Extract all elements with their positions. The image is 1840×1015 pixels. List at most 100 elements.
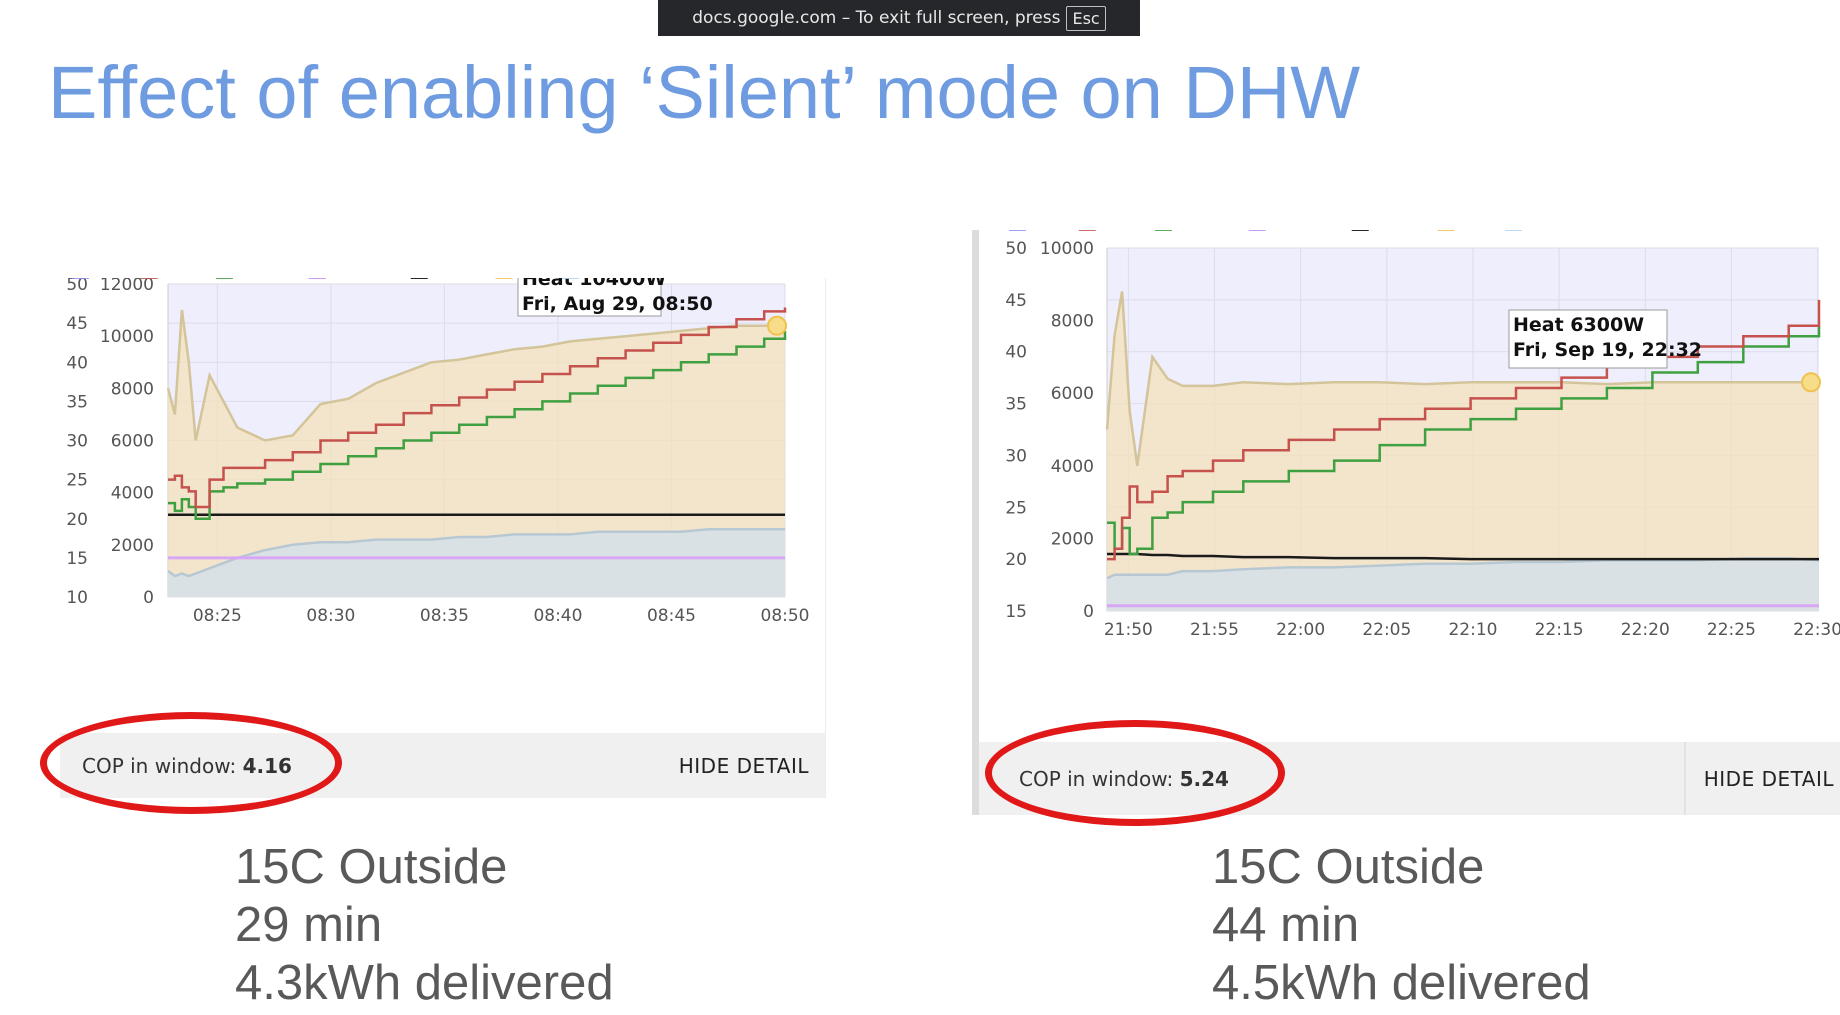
legend-item: OutsideT — [1269, 230, 1346, 235]
legend-swatch — [215, 278, 233, 279]
time-tick-label: 21:50 — [1104, 620, 1153, 640]
power-tick-label: 4000 — [111, 484, 154, 504]
chart-legend: DHW FlowT ReturnT OutsideT RoomT Heat Electric — [1009, 230, 1588, 235]
time-tick-label: 22:05 — [1362, 620, 1411, 640]
cop-readout: COP in window: 4.16 — [82, 754, 292, 778]
temp-tick-label: 15 — [1005, 602, 1027, 622]
time-tick-label: 08:45 — [647, 606, 696, 626]
tooltip: Heat 6300W Fri, Sep 19, 22:32 — [1508, 309, 1702, 369]
power-tick-label: 0 — [143, 588, 154, 608]
summary-outside-temp: 15C Outside — [235, 840, 508, 894]
temp-tick-label: 40 — [66, 353, 88, 373]
legend-swatch — [1009, 230, 1026, 231]
esc-key: Esc — [1066, 5, 1106, 31]
time-tick-label: 08:25 — [193, 606, 242, 626]
legend-item: ReturnT — [1175, 230, 1242, 235]
cop-value: 4.16 — [242, 753, 292, 778]
summary-left: 15C Outside 29 min 4.3kWh delivered — [235, 838, 614, 1012]
temp-tick-label: 50 — [1005, 239, 1027, 259]
tooltip-heat: Heat 10400W — [522, 278, 666, 290]
summary-right: 15C Outside 44 min 4.5kWh delivered — [1212, 838, 1591, 1012]
temp-tick-label: 20 — [1005, 550, 1027, 570]
legend-swatch — [1248, 230, 1266, 231]
temp-tick-label: 45 — [66, 314, 88, 334]
returnt-line — [168, 330, 787, 521]
power-tick-label: 8000 — [111, 379, 154, 399]
fullscreen-notice-text: docs.google.com – To exit full screen, p… — [692, 8, 1061, 28]
time-tick-label: 08:30 — [306, 606, 355, 626]
temp-tick-label: 20 — [66, 510, 88, 530]
tooltip-time: Fri, Sep 19, 22:32 — [1513, 339, 1702, 361]
power-tick-label: 6000 — [1051, 384, 1094, 404]
time-tick-label: 22:30 — [1793, 620, 1840, 640]
hide-detail-button[interactable]: HIDE DETAIL — [678, 753, 809, 778]
power-tick-label: 8000 — [1051, 312, 1094, 332]
time-tick-label: 08:35 — [420, 606, 469, 626]
temp-tick-label: 50 — [66, 278, 88, 295]
power-tick-label: 0 — [1083, 602, 1094, 622]
legend-swatch — [1437, 230, 1455, 231]
legend-item: RoomT — [431, 278, 490, 283]
temp-tick-label: 30 — [66, 432, 88, 452]
legend-item: OutsideT — [329, 278, 406, 283]
temp-tick-label: 45 — [1005, 291, 1027, 311]
time-tick-label: 08:40 — [533, 606, 582, 626]
temp-tick-label: 35 — [1005, 395, 1027, 415]
chart-panel-right: 50 45 40 35 30 25 20 15 10000 8000 6000 4000 2000 0 21… — [972, 230, 1840, 815]
electric-line — [167, 527, 785, 578]
summary-duration: 44 min — [1212, 898, 1360, 952]
legend-item: Heat — [516, 278, 557, 283]
time-tick-label: 22:25 — [1707, 620, 1756, 640]
power-tick-label: 4000 — [1051, 457, 1094, 477]
tooltip-heat: Heat 6300W — [1513, 314, 1644, 336]
chart-right: 50 45 40 35 30 25 20 15 10000 8000 6000 4000 2000 0 21… — [1005, 230, 1840, 640]
temp-tick-label: 30 — [1005, 446, 1027, 466]
returnt-line — [1107, 325, 1821, 556]
temp-tick-label: 40 — [1005, 343, 1027, 363]
chart-panel-left: 50 45 40 35 30 25 20 15 10 12000 10000 8000 6000 4000… — [60, 278, 826, 798]
legend-item: RoomT — [1372, 230, 1431, 235]
time-tick-label: 21:55 — [1190, 620, 1239, 640]
power-tick-label: 12000 — [100, 278, 154, 295]
slide-title: Effect of enabling ‘Silent’ mode on DHW — [48, 51, 1361, 134]
time-tick-label: 22:20 — [1621, 620, 1670, 640]
heat-hover-marker — [767, 315, 787, 336]
legend-swatch — [495, 278, 513, 279]
time-tick-label: 22:15 — [1535, 620, 1584, 640]
summary-outside-temp: 15C Outside — [1212, 840, 1485, 894]
fullscreen-notice: docs.google.com – To exit full screen, p… — [658, 0, 1140, 36]
legend-swatch — [1154, 230, 1172, 231]
power-tick-label: 2000 — [1051, 529, 1094, 549]
cop-readout: COP in window: 5.24 — [1019, 767, 1229, 791]
heat-line — [1105, 291, 1819, 466]
heat-hover-marker — [1801, 372, 1821, 393]
cop-value: 5.24 — [1179, 766, 1229, 791]
summary-energy: 4.3kWh delivered — [235, 956, 614, 1010]
legend-swatch — [140, 278, 158, 279]
chart-body: 50 45 40 35 30 25 20 15 10000 8000 6000 4000 2000 0 21… — [1005, 239, 1840, 640]
heat-line — [166, 309, 785, 442]
electric-area — [168, 529, 785, 597]
flowt-line — [168, 307, 787, 509]
legend-swatch — [1078, 230, 1096, 231]
power-tick-label: 6000 — [111, 432, 154, 452]
plot-group: 50 45 40 35 30 25 20 15 10 12000 10000 8000 6000 4000… — [66, 278, 810, 626]
cop-bar-right: COP in window: 5.24 HIDE DETAIL — [979, 742, 1840, 815]
heat-area — [168, 310, 785, 597]
electric-area — [1107, 558, 1819, 611]
temp-tick-label: 35 — [66, 392, 88, 412]
hide-detail-button[interactable]: HIDE DETAIL — [1683, 742, 1834, 815]
temp-tick-label: 10 — [66, 588, 88, 608]
summary-duration: 29 min — [235, 898, 383, 952]
power-tick-label: 2000 — [111, 536, 154, 556]
cop-label: COP in window: — [1019, 766, 1174, 791]
power-tick-label: 10000 — [1040, 239, 1094, 259]
tooltip: Heat 10400W Fri, Aug 29, 08:50 — [517, 278, 713, 317]
heat-area — [1107, 291, 1819, 611]
temp-tick-label: 25 — [1005, 498, 1027, 518]
legend-swatch — [561, 278, 579, 279]
power-tick-label: 10000 — [100, 327, 154, 347]
tooltip-time: Fri, Aug 29, 08:50 — [522, 293, 713, 315]
legend-item: Electric — [582, 278, 645, 283]
legend-item: DHW — [1029, 230, 1072, 235]
